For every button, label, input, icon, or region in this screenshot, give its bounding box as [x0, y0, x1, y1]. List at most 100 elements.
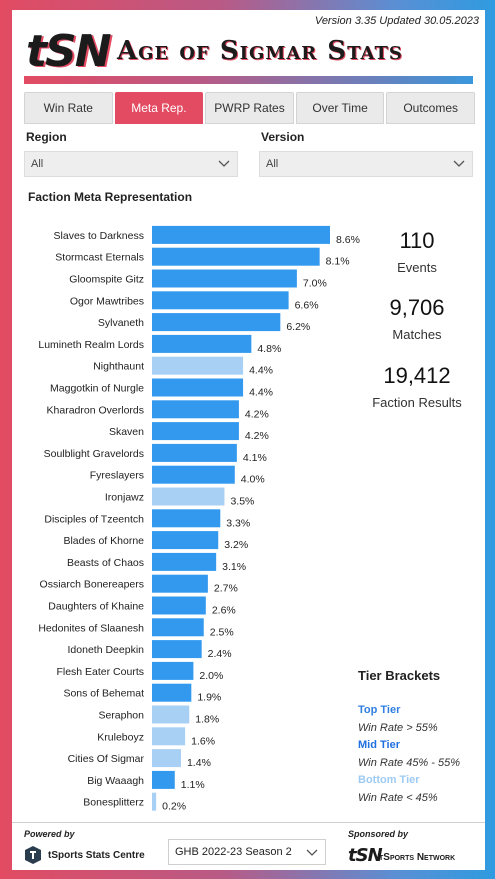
chevron-down-icon: [218, 160, 230, 167]
data-label: 8.6%: [336, 234, 360, 246]
version-value: All: [266, 158, 279, 170]
data-label: 0.2%: [162, 801, 186, 813]
data-label: 2.7%: [214, 583, 238, 595]
bar[interactable]: [152, 705, 190, 724]
bar[interactable]: [152, 509, 221, 528]
data-label: 1.1%: [181, 779, 205, 791]
category-label: Seraphon: [98, 710, 144, 722]
region-value: All: [31, 158, 44, 170]
category-label: Sons of Behemat: [63, 688, 144, 700]
bar[interactable]: [152, 552, 217, 571]
category-label: Disciples of Tzeentch: [44, 513, 144, 525]
bar[interactable]: [152, 727, 186, 746]
mid-tier-label: Mid Tier: [358, 739, 400, 751]
category-label: Ossiarch Bonereapers: [40, 579, 144, 591]
region-label: Region: [26, 130, 67, 144]
bar[interactable]: [152, 291, 289, 310]
bar[interactable]: [152, 574, 208, 593]
data-label: 2.6%: [212, 605, 236, 617]
bar[interactable]: [152, 770, 175, 789]
category-label: Sylvaneth: [98, 317, 144, 329]
data-label: 2.0%: [199, 670, 223, 682]
category-label: Fyreslayers: [90, 470, 144, 482]
top-tier-label: Top Tier: [358, 704, 401, 716]
top-tier-desc: Win Rate > 55%: [358, 722, 438, 734]
stat-events-value: 110: [399, 228, 435, 253]
region-dropdown[interactable]: All: [24, 151, 238, 177]
data-label: 3.5%: [230, 496, 254, 508]
season-value: GHB 2022-23 Season 2: [175, 846, 292, 858]
stat-matches-label: Matches: [392, 327, 442, 342]
data-label: 3.1%: [222, 561, 246, 573]
data-label: 4.2%: [245, 430, 269, 442]
tab-over-time[interactable]: Over Time: [295, 92, 385, 124]
bar[interactable]: [152, 596, 206, 615]
bar[interactable]: [152, 313, 281, 332]
data-label: 8.1%: [326, 256, 350, 268]
bar[interactable]: [152, 531, 219, 550]
dashboard-panel: Version 3.35 Updated 30.05.2023 tSN Age …: [12, 10, 485, 870]
data-label: 4.2%: [245, 408, 269, 420]
faction-meta-bar-chart: Slaves to Darkness 8.6% Stormcast Eternals…: [38, 225, 360, 813]
bar[interactable]: [152, 792, 157, 811]
tab-bar: Win Rate Meta Rep. PWRP Rates Over Time …: [24, 92, 475, 124]
data-label: 6.2%: [286, 321, 310, 333]
bar[interactable]: [152, 640, 202, 659]
tsn-logo: tSN: [26, 26, 112, 77]
data-label: 1.9%: [197, 692, 221, 704]
bar[interactable]: [152, 749, 181, 768]
category-label: Idoneth Deepkin: [68, 644, 145, 656]
bar[interactable]: [152, 378, 244, 397]
category-label: Beasts of Chaos: [67, 557, 144, 569]
powered-by-name: tSports Stats Centre: [48, 850, 145, 861]
tier-brackets-title: Tier Brackets: [358, 668, 441, 683]
data-label: 2.5%: [210, 626, 234, 638]
category-label: Lumineth Realm Lords: [38, 339, 144, 351]
tab-outcomes[interactable]: Outcomes: [386, 92, 475, 124]
data-label: 3.3%: [226, 517, 250, 529]
category-label: Maggotkin of Nurgle: [50, 383, 144, 395]
bar[interactable]: [152, 465, 235, 484]
data-label: 1.8%: [195, 714, 219, 726]
tab-win-rate[interactable]: Win Rate: [24, 92, 113, 124]
stat-matches-value: 9,706: [389, 295, 445, 320]
stat-faction-results-label: Faction Results: [372, 395, 462, 410]
bar[interactable]: [152, 443, 237, 462]
bar[interactable]: [152, 269, 297, 288]
bar[interactable]: [152, 400, 239, 419]
tab-meta-rep[interactable]: Meta Rep.: [114, 92, 204, 124]
version-dropdown[interactable]: All: [259, 151, 473, 177]
bar[interactable]: [152, 487, 225, 506]
season-dropdown[interactable]: GHB 2022-23 Season 2: [168, 839, 326, 865]
bar[interactable]: [152, 683, 192, 702]
category-label: Skaven: [109, 426, 144, 438]
stat-matches: 9,706 Matches: [362, 295, 472, 342]
app-title: Age of Sigmar Stats: [117, 36, 403, 66]
data-label: 4.8%: [257, 343, 281, 355]
category-label: Daughters of Khaine: [48, 601, 144, 613]
version-filter-label: Version: [261, 130, 305, 144]
bar[interactable]: [152, 334, 252, 353]
data-label: 4.1%: [243, 452, 267, 464]
bar[interactable]: [152, 225, 330, 244]
stat-events: 110 Events: [362, 228, 472, 275]
data-label: 4.4%: [249, 365, 273, 377]
category-label: Kruleboyz: [97, 731, 144, 743]
bar[interactable]: [152, 661, 194, 680]
data-label: 4.4%: [249, 387, 273, 399]
data-label: 7.0%: [303, 278, 327, 290]
data-label: 1.4%: [187, 757, 211, 769]
category-label: Ogor Mawtribes: [70, 295, 144, 307]
category-label: Gloomspite Gitz: [69, 274, 144, 286]
stat-faction-results: 19,412 Faction Results: [362, 363, 472, 410]
category-label: Blades of Khorne: [63, 535, 144, 547]
bar[interactable]: [152, 618, 204, 637]
tab-pwrp-rates[interactable]: PWRP Rates: [205, 92, 294, 124]
bar[interactable]: [152, 356, 244, 375]
bar[interactable]: [152, 422, 239, 441]
sponsor-logo: tSN: [348, 845, 383, 866]
data-label: 6.6%: [295, 299, 319, 311]
bar[interactable]: [152, 247, 320, 266]
category-label: Nighthaunt: [93, 361, 144, 373]
chart-title: Faction Meta Representation: [28, 190, 193, 204]
